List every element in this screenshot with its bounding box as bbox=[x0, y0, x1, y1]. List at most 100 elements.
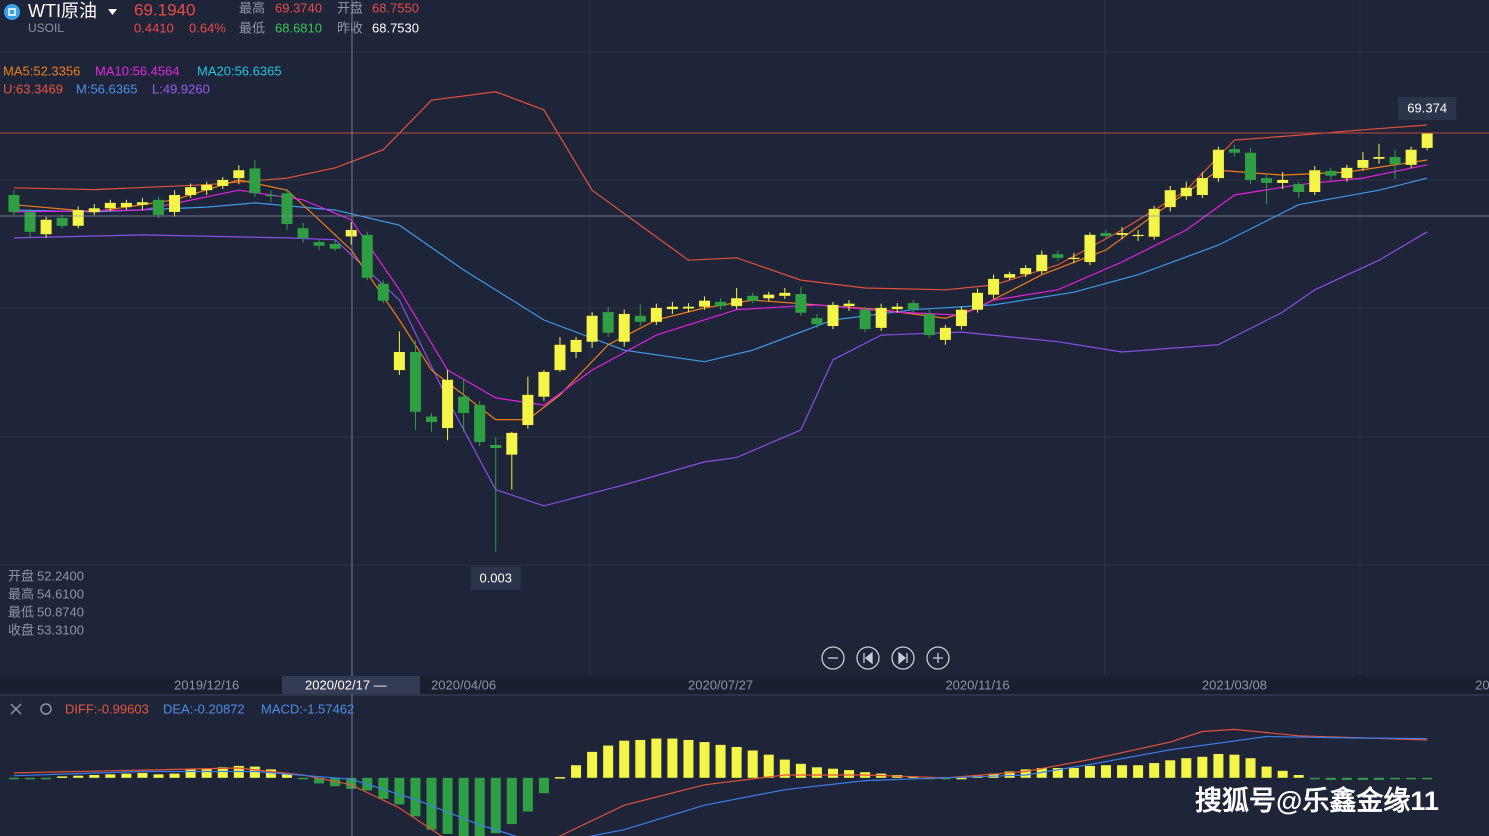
candle-body bbox=[377, 283, 389, 301]
price-change-pct: 0.64% bbox=[189, 20, 226, 35]
macd-bar bbox=[844, 770, 855, 778]
macd-bar bbox=[715, 744, 726, 778]
macd-bar bbox=[667, 738, 678, 778]
symbol-code: USOIL bbox=[28, 21, 64, 35]
macd-bar bbox=[1117, 765, 1128, 778]
candle-body bbox=[827, 304, 839, 327]
info-label: 收盘 bbox=[8, 622, 34, 637]
candle-body bbox=[265, 195, 277, 197]
macd-bar bbox=[73, 775, 84, 778]
x-tick-label: 2021/ bbox=[1475, 677, 1489, 692]
candle-body bbox=[104, 202, 116, 209]
candle-body bbox=[859, 309, 871, 330]
candle-body bbox=[393, 351, 405, 371]
macd-bar bbox=[410, 777, 421, 817]
x-tick-label: 2019/12/16 bbox=[174, 677, 239, 692]
indicator-legend: U:63.3469 bbox=[3, 81, 63, 96]
stat-value: 68.7530 bbox=[372, 20, 419, 35]
candle-body bbox=[731, 298, 743, 307]
candle-body bbox=[185, 187, 197, 196]
price-tag bbox=[1398, 96, 1457, 120]
macd-bar bbox=[1406, 777, 1417, 780]
macd-bar bbox=[474, 777, 485, 836]
candle-body bbox=[1052, 254, 1064, 258]
candle-body bbox=[682, 306, 694, 309]
macd-bar bbox=[249, 766, 260, 778]
macd-bar bbox=[1261, 766, 1272, 778]
info-value: 53.3100 bbox=[37, 622, 84, 637]
candle-body bbox=[153, 199, 165, 215]
macd-bar bbox=[25, 777, 36, 780]
zoom-in[interactable] bbox=[926, 646, 950, 670]
x-tick-label: 2020/04/06 bbox=[431, 677, 496, 692]
candle-body bbox=[490, 444, 502, 448]
macd-panel bbox=[8, 728, 1433, 836]
candle-body bbox=[1148, 208, 1160, 237]
x-axis: 2019/12/16 2020/04/06 2020/07/27 2020/11/16… bbox=[174, 677, 1489, 692]
nav-buttons bbox=[821, 646, 950, 670]
indicator-legend: MA5:52.3356 bbox=[3, 63, 80, 78]
macd-bar bbox=[1422, 777, 1433, 780]
macd-bar bbox=[8, 777, 19, 780]
candle-body bbox=[345, 229, 357, 237]
candle-body bbox=[972, 292, 984, 310]
symbol-name[interactable]: WTI原油 bbox=[28, 1, 97, 21]
macd-bar bbox=[137, 772, 148, 778]
close-indicator[interactable] bbox=[10, 703, 22, 715]
macd-bar bbox=[442, 777, 453, 834]
candle-body bbox=[715, 301, 727, 307]
zoom-out[interactable] bbox=[821, 646, 845, 670]
candle-body bbox=[120, 202, 132, 208]
candle-body bbox=[875, 307, 887, 328]
macd-bar bbox=[378, 777, 389, 799]
macd-bar bbox=[153, 774, 164, 778]
candle-body bbox=[1036, 254, 1048, 272]
candle-body bbox=[361, 234, 373, 278]
candle-body bbox=[458, 396, 470, 413]
macd-line bbox=[13, 728, 1428, 836]
candle-body bbox=[1212, 149, 1224, 179]
candle-body bbox=[56, 217, 68, 226]
indicator-legend: MA20:56.6365 bbox=[197, 63, 282, 78]
candle-body bbox=[88, 208, 100, 212]
macd-bar bbox=[747, 750, 758, 778]
info-value: 52.2400 bbox=[37, 568, 84, 583]
macd-bar bbox=[683, 739, 694, 778]
info-value: 54.6100 bbox=[37, 586, 84, 601]
candle-body bbox=[1277, 179, 1289, 183]
macd-bar bbox=[217, 767, 228, 778]
candle-body bbox=[763, 294, 775, 299]
macd-legend: DIFF:-0.99603 bbox=[65, 701, 149, 716]
candle-body bbox=[1309, 170, 1321, 192]
macd-bar bbox=[57, 776, 68, 778]
info-label: 最低 bbox=[8, 604, 34, 619]
candle-body bbox=[24, 211, 36, 232]
macd-bar bbox=[571, 765, 582, 778]
low-tag-text: 0.003 bbox=[479, 570, 512, 585]
macd-bar bbox=[201, 768, 212, 778]
macd-bar bbox=[1229, 754, 1240, 778]
indicator-line bbox=[13, 159, 1428, 421]
candle-body bbox=[1293, 184, 1305, 192]
grid bbox=[0, 0, 1489, 675]
candle-body bbox=[1116, 233, 1128, 235]
candle-body bbox=[281, 193, 293, 224]
macd-bar bbox=[490, 777, 501, 834]
candle-body bbox=[442, 379, 454, 429]
symbol-dropdown[interactable] bbox=[108, 9, 117, 15]
candle-body bbox=[1325, 170, 1337, 176]
step-back[interactable] bbox=[856, 646, 880, 670]
candle-body bbox=[1245, 152, 1257, 180]
x-tick-label: 2020/11/16 bbox=[945, 677, 1009, 692]
x-tick-label: 2021/03/08 bbox=[1202, 677, 1267, 692]
macd-bar bbox=[1068, 768, 1079, 778]
macd-bar bbox=[1213, 753, 1224, 778]
macd-legend: MACD:-1.57462 bbox=[261, 701, 354, 716]
indicator-settings[interactable] bbox=[40, 703, 52, 715]
candle-body bbox=[1421, 132, 1433, 148]
candle-body bbox=[1341, 167, 1353, 179]
step-forward[interactable] bbox=[891, 646, 915, 670]
macd-bar bbox=[956, 777, 967, 780]
indicator-line bbox=[13, 164, 1428, 406]
candle-body bbox=[1084, 234, 1096, 263]
